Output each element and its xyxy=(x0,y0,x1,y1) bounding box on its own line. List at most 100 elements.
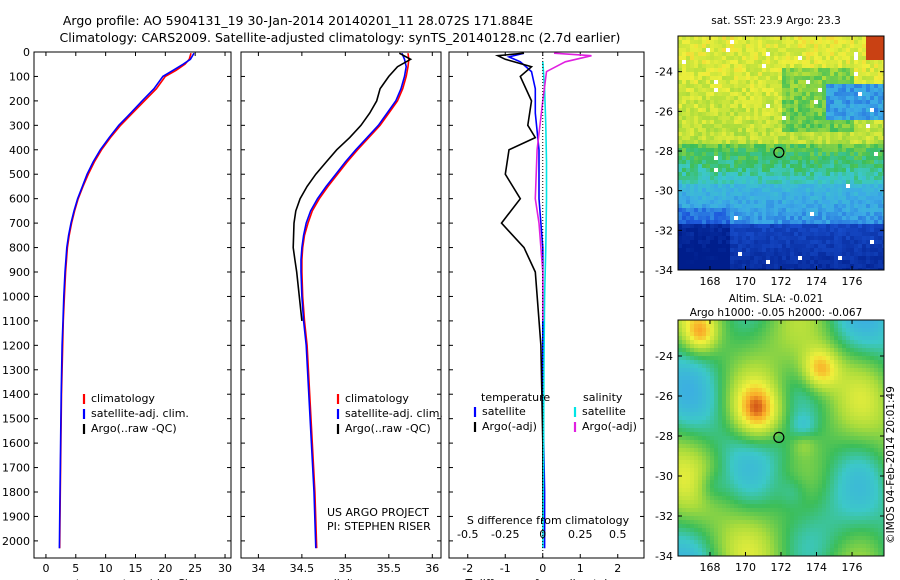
map-cell xyxy=(682,332,687,337)
map-cell xyxy=(734,392,739,397)
map-cell xyxy=(746,268,751,270)
map-cell xyxy=(850,224,855,229)
map-cell xyxy=(850,104,855,109)
map-cell xyxy=(730,56,735,61)
map-cell xyxy=(722,436,727,441)
map-cell xyxy=(686,156,691,161)
map-cell xyxy=(706,120,711,125)
map-cell xyxy=(858,144,863,149)
map-cell xyxy=(778,152,783,157)
map-cell xyxy=(722,364,727,369)
map-cell xyxy=(834,268,839,270)
map-cell xyxy=(774,160,779,165)
legend-header-temperature: temperature xyxy=(481,391,550,404)
map-cell xyxy=(746,408,751,413)
map-cell xyxy=(830,120,835,125)
map-cell xyxy=(838,416,843,421)
map-cell xyxy=(798,216,803,221)
map-cell xyxy=(854,252,859,257)
map-cell xyxy=(882,240,884,245)
map-cell xyxy=(698,180,703,185)
map-cell xyxy=(754,232,759,237)
map-cell xyxy=(706,176,711,181)
map-cell xyxy=(874,84,879,89)
map-cell xyxy=(874,168,879,173)
map-cell xyxy=(838,424,843,429)
map-cell xyxy=(718,36,723,41)
map-cell xyxy=(750,228,755,233)
map-cell xyxy=(846,124,851,129)
map-cell xyxy=(806,176,811,181)
map-cell xyxy=(762,168,767,173)
map-cell xyxy=(750,328,755,333)
map-cell xyxy=(694,84,699,89)
map-cell xyxy=(882,204,884,209)
map-cell xyxy=(866,88,871,93)
map-cell xyxy=(878,360,883,365)
map-cell xyxy=(762,368,767,373)
map-cell xyxy=(818,108,823,113)
map-cell xyxy=(782,412,787,417)
map-cell xyxy=(866,224,871,229)
map-cell xyxy=(834,180,839,185)
y-tick-label: 1800 xyxy=(2,486,30,499)
map-cell xyxy=(850,412,855,417)
map-cell xyxy=(850,228,855,233)
map-cell xyxy=(694,144,699,149)
map-cell xyxy=(882,432,884,437)
map-cell xyxy=(794,160,799,165)
map-cell xyxy=(734,40,739,45)
map-cell xyxy=(822,60,827,65)
map-cell xyxy=(782,216,787,221)
y-tick-label: -32 xyxy=(655,224,673,237)
map-cell xyxy=(878,188,883,193)
map-cell xyxy=(738,336,743,341)
map-cell xyxy=(866,240,871,245)
map-cell xyxy=(758,188,763,193)
map-cell xyxy=(778,92,783,97)
map-cell xyxy=(778,176,783,181)
legend-label: satellite-adj. clim. xyxy=(91,407,189,420)
map-cell xyxy=(846,52,851,57)
map-cell xyxy=(686,100,691,105)
map-cell xyxy=(770,440,775,445)
map-cell xyxy=(714,408,719,413)
map-cell xyxy=(798,328,803,333)
map-cell xyxy=(842,344,847,349)
map-cell xyxy=(762,80,767,85)
map-cell xyxy=(830,172,835,177)
map-cell xyxy=(726,120,731,125)
map-cell xyxy=(730,116,735,121)
map-cell xyxy=(726,68,731,73)
map-cell xyxy=(774,400,779,405)
map-cell xyxy=(762,144,767,149)
map-cell xyxy=(774,116,779,121)
map-cell xyxy=(882,208,884,213)
map-cell xyxy=(770,100,775,105)
map-cell xyxy=(882,344,884,349)
map-cell xyxy=(742,416,747,421)
map-cell xyxy=(778,76,783,81)
map-cell xyxy=(830,248,835,253)
map-cell xyxy=(766,184,771,189)
map-cell xyxy=(802,400,807,405)
map-cell xyxy=(694,76,699,81)
map-cell xyxy=(742,188,747,193)
map-cell xyxy=(814,408,819,413)
map-cell xyxy=(774,212,779,217)
map-cell xyxy=(702,44,707,49)
s-tick-label: 0.5 xyxy=(609,528,627,541)
map-cell xyxy=(766,172,771,177)
map-cell xyxy=(778,404,783,409)
map-cell xyxy=(874,264,879,269)
map-cell xyxy=(766,396,771,401)
map-cell xyxy=(714,348,719,353)
map-cell xyxy=(766,44,771,49)
map-cell xyxy=(850,88,855,93)
map-cell xyxy=(846,380,851,385)
map-cell xyxy=(802,56,807,61)
map-cell xyxy=(770,236,775,241)
map-cell xyxy=(706,224,711,229)
map-cell xyxy=(746,216,751,221)
map-cell xyxy=(678,336,683,341)
